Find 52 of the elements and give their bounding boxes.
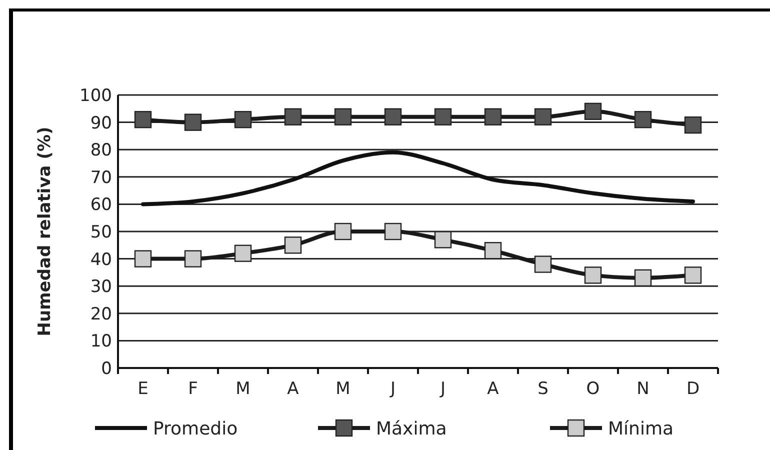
- x-tick-label: A: [487, 379, 500, 399]
- point: [234, 110, 252, 128]
- point: [634, 110, 652, 128]
- y-tick-label: 100: [80, 86, 112, 106]
- point: [584, 266, 602, 284]
- x-tick-label: E: [138, 379, 148, 399]
- point: [484, 242, 502, 260]
- point: [284, 108, 302, 126]
- point: [684, 116, 702, 134]
- point: [534, 256, 552, 273]
- line-series: [141, 150, 695, 206]
- point: [584, 102, 602, 120]
- point: [684, 266, 702, 284]
- point: [534, 108, 552, 126]
- y-tick-label: 50: [90, 222, 112, 242]
- x-tick-label: N: [636, 379, 650, 399]
- point: [334, 108, 352, 126]
- point: [284, 236, 302, 254]
- point: [184, 114, 202, 131]
- legend-label: Mínima: [608, 418, 674, 440]
- point: [234, 244, 252, 262]
- x-tick-label: J: [439, 379, 446, 399]
- point: [184, 250, 202, 268]
- x-tick-label: A: [287, 379, 300, 399]
- point: [384, 108, 402, 126]
- y-tick-label: 10: [90, 332, 112, 352]
- x-tick-label: F: [188, 379, 198, 399]
- point: [634, 269, 652, 287]
- point: [484, 108, 502, 126]
- y-tick-label: 20: [90, 304, 112, 324]
- legend-label: Máxima: [376, 418, 447, 440]
- point: [134, 110, 152, 128]
- y-tick-label: 40: [90, 250, 112, 270]
- y-tick-label: 60: [90, 195, 112, 216]
- y-tick-label: 80: [90, 140, 112, 161]
- point: [384, 222, 402, 240]
- y-tick-label: 30: [90, 277, 112, 298]
- y-tick-label: 90: [90, 113, 112, 134]
- point: [434, 108, 452, 126]
- y-axis-title: Humedad relativa (%): [35, 126, 55, 336]
- x-tick-label: D: [686, 379, 700, 399]
- point: [134, 250, 152, 268]
- legend-label: Promedio: [153, 418, 238, 440]
- y-tick-label: 0: [101, 358, 112, 379]
- point: [334, 222, 352, 240]
- x-tick-label: J: [389, 379, 396, 399]
- point: [434, 231, 452, 248]
- x-tick-label: S: [538, 379, 548, 399]
- y-tick-label: 70: [90, 168, 112, 188]
- x-tick-label: O: [586, 379, 600, 399]
- x-tick-label: M: [336, 379, 350, 399]
- x-tick-label: M: [236, 379, 250, 399]
